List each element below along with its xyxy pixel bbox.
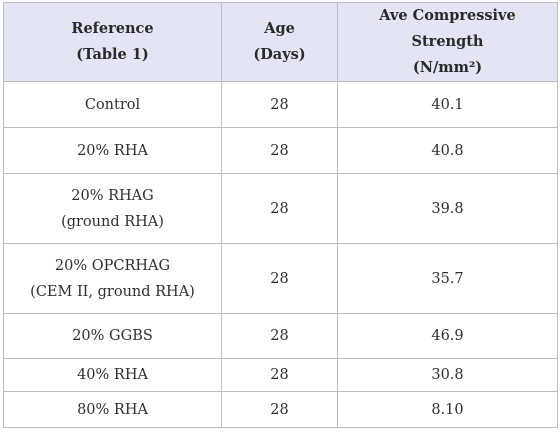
cell-age: 28: [221, 81, 338, 128]
reference-label: 20% RHAG: [71, 187, 154, 204]
cell-age: 28: [221, 313, 338, 359]
table-row: 20% GGBS 28 46.9: [3, 313, 558, 359]
table-row: Control 28 40.1: [3, 81, 558, 128]
cell-reference: 40% RHA: [3, 358, 222, 392]
cell-strength: 40.8: [337, 127, 558, 174]
table-row: 80% RHA 28 8.10: [3, 391, 558, 428]
compressive-strength-table: Reference (Table 1) Age (Days) Ave Compr…: [3, 2, 558, 428]
table-row: 20% RHAG (ground RHA) 28 39.8: [3, 173, 558, 244]
header-age-title: Age: [264, 20, 295, 37]
reference-label: 40% RHA: [77, 367, 148, 383]
reference-label: 20% RHA: [77, 142, 148, 159]
reference-label: 20% OPCRHAG: [54, 257, 171, 274]
header-strength-title: Ave Compressive Strength: [379, 7, 516, 50]
cell-strength: 8.10: [337, 391, 558, 428]
table-row: 40% RHA 28 30.8: [3, 358, 558, 392]
table-body: Control 28 40.1 20% RHA 28 40.8 20% RHAG…: [3, 81, 558, 428]
table-header: Reference (Table 1) Age (Days) Ave Compr…: [3, 2, 558, 82]
header-reference: Reference (Table 1): [3, 2, 222, 82]
cell-age: 28: [221, 391, 338, 428]
table-row: 20% OPCRHAG (CEM II, ground RHA) 28 35.7: [3, 243, 558, 314]
cell-reference: 80% RHA: [3, 391, 222, 428]
cell-strength: 30.8: [337, 358, 558, 392]
header-row: Reference (Table 1) Age (Days) Ave Compr…: [3, 2, 558, 82]
header-reference-title: Reference: [71, 20, 154, 37]
reference-label: 80% RHA: [77, 401, 148, 418]
header-age: Age (Days): [221, 2, 338, 82]
cell-strength: 40.1: [337, 81, 558, 128]
reference-label: Control: [84, 96, 141, 113]
header-reference-subtitle: (Table 1): [76, 46, 149, 63]
cell-strength: 39.8: [337, 173, 558, 244]
cell-age: 28: [221, 127, 338, 174]
cell-reference: 20% OPCRHAG (CEM II, ground RHA): [3, 243, 222, 314]
header-age-unit: (Days): [253, 46, 306, 63]
cell-reference: 20% RHA: [3, 127, 222, 174]
reference-label: 20% GGBS: [72, 328, 153, 344]
header-strength: Ave Compressive Strength (N/mm²): [337, 2, 558, 82]
cell-strength: 46.9: [337, 313, 558, 359]
reference-note: (ground RHA): [61, 213, 164, 230]
cell-strength: 35.7: [337, 243, 558, 314]
header-strength-unit: (N/mm²): [412, 59, 483, 76]
cell-age: 28: [221, 173, 338, 244]
cell-age: 28: [221, 358, 338, 392]
table-row: 20% RHA 28 40.8: [3, 127, 558, 174]
cell-reference: 20% RHAG (ground RHA): [3, 173, 222, 244]
cell-reference: 20% GGBS: [3, 313, 222, 359]
cell-age: 28: [221, 243, 338, 314]
reference-note: (CEM II, ground RHA): [30, 283, 195, 300]
cell-reference: Control: [3, 81, 222, 128]
